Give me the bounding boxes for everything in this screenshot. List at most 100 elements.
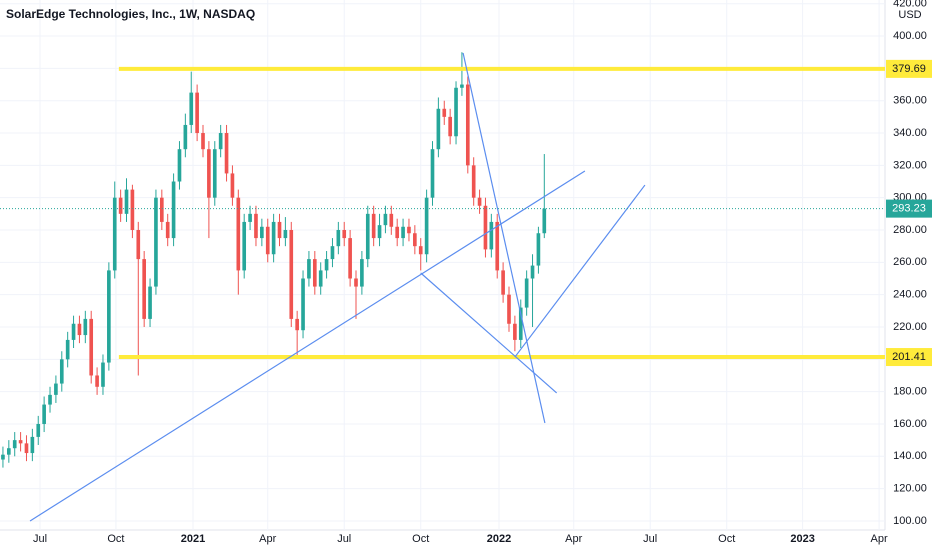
candle-body	[454, 87, 458, 137]
candle-body	[524, 278, 529, 308]
y-tick-label: 100.00	[893, 515, 927, 527]
x-tick-label: Apr	[259, 533, 276, 545]
candle-body	[242, 221, 247, 271]
candle-body	[148, 286, 152, 319]
candle-body	[48, 394, 52, 405]
candle-body	[365, 213, 370, 260]
candle-body	[436, 108, 441, 150]
y-tick-label: 400.00	[893, 30, 927, 42]
candle-body	[224, 133, 229, 174]
candle-body	[265, 226, 270, 255]
candle-body	[212, 149, 217, 198]
candle-body	[324, 259, 329, 271]
candle-body	[283, 230, 288, 239]
x-tick-label: Oct	[107, 533, 124, 545]
x-tick-label: 2021	[181, 533, 205, 545]
candle-body	[165, 221, 170, 239]
candle-body	[71, 323, 76, 340]
trendline	[514, 184, 646, 358]
plot	[0, 52, 885, 522]
candle-body	[530, 265, 535, 279]
y-tick-label: 140.00	[893, 450, 927, 462]
candle-body	[112, 197, 117, 271]
candle-body	[289, 230, 294, 319]
y-tick-label: 340.00	[893, 127, 927, 139]
y-tick-label: 240.00	[893, 289, 927, 301]
level-label: 201.41	[892, 351, 926, 363]
candle-body	[207, 149, 211, 198]
candle-body	[1, 454, 5, 460]
candle-body	[471, 165, 476, 198]
candle-body	[271, 221, 276, 255]
candle-body	[448, 116, 452, 137]
trendline	[29, 170, 586, 522]
y-tick-label: 280.00	[893, 224, 927, 236]
candle-body	[389, 213, 394, 227]
x-tick-label: Oct	[718, 533, 735, 545]
level-label-box	[886, 59, 932, 78]
candle-body	[183, 124, 188, 150]
candle-body	[177, 149, 182, 182]
candle-body	[307, 259, 311, 279]
candle-body	[518, 307, 523, 340]
candle-body	[495, 221, 500, 271]
chart-title: SolarEdge Technologies, Inc., 1W, NASDAQ	[6, 7, 255, 21]
candle-body	[136, 230, 141, 260]
y-tick-label: 160.00	[893, 418, 927, 430]
candle-body	[83, 318, 88, 336]
candle-body	[142, 259, 146, 319]
candle-body	[501, 270, 505, 295]
candle-body	[130, 189, 135, 231]
candle-body	[277, 221, 282, 239]
candle-body	[236, 197, 241, 271]
candle-body	[336, 230, 341, 247]
candle-body	[59, 359, 64, 384]
x-tick-label: 2022	[487, 533, 511, 545]
candle-body	[7, 448, 11, 455]
candle-body	[371, 213, 376, 239]
candle-body	[42, 404, 46, 424]
candle-body	[89, 318, 94, 376]
y-tick-label: 360.00	[893, 95, 927, 107]
candle-body	[159, 197, 164, 222]
level-label: 379.69	[892, 63, 926, 75]
candle-body	[101, 362, 105, 387]
candle-body	[348, 238, 352, 279]
x-tick-label: Apr	[565, 533, 582, 545]
candle-body	[18, 440, 23, 444]
candle-body	[54, 383, 58, 395]
candle-body	[489, 221, 494, 250]
candle-body	[395, 226, 400, 239]
y-tick-label: 320.00	[893, 159, 927, 171]
y-tick-label: 420.00	[893, 0, 927, 10]
x-tick-label: Jul	[337, 533, 351, 545]
axes: 100.00120.00140.00160.00180.00200.00220.…	[33, 0, 932, 545]
candle-body	[12, 440, 17, 449]
candle-body	[312, 259, 317, 287]
x-tick-label: Apr	[871, 533, 888, 545]
candle-body	[330, 246, 335, 260]
candle-body	[218, 133, 223, 150]
candle-body	[171, 181, 176, 239]
candle-body	[195, 92, 199, 134]
candle-body	[301, 278, 305, 331]
candle-body	[536, 233, 541, 266]
candle-body	[230, 173, 235, 198]
candle-body	[401, 226, 405, 239]
candle-body	[413, 233, 417, 247]
x-tick-label: Jul	[643, 533, 657, 545]
candle-body	[254, 213, 258, 239]
candle-body	[201, 133, 205, 150]
trendline	[462, 52, 546, 424]
currency-label: USD	[898, 9, 921, 21]
candle-body	[407, 226, 411, 234]
candle-body	[30, 436, 35, 454]
candle-body	[360, 259, 364, 287]
candle-body	[77, 323, 82, 336]
y-tick-label: 120.00	[893, 483, 927, 495]
last-price-box	[886, 199, 932, 218]
candle-body	[95, 375, 99, 387]
candle-body	[154, 197, 158, 287]
